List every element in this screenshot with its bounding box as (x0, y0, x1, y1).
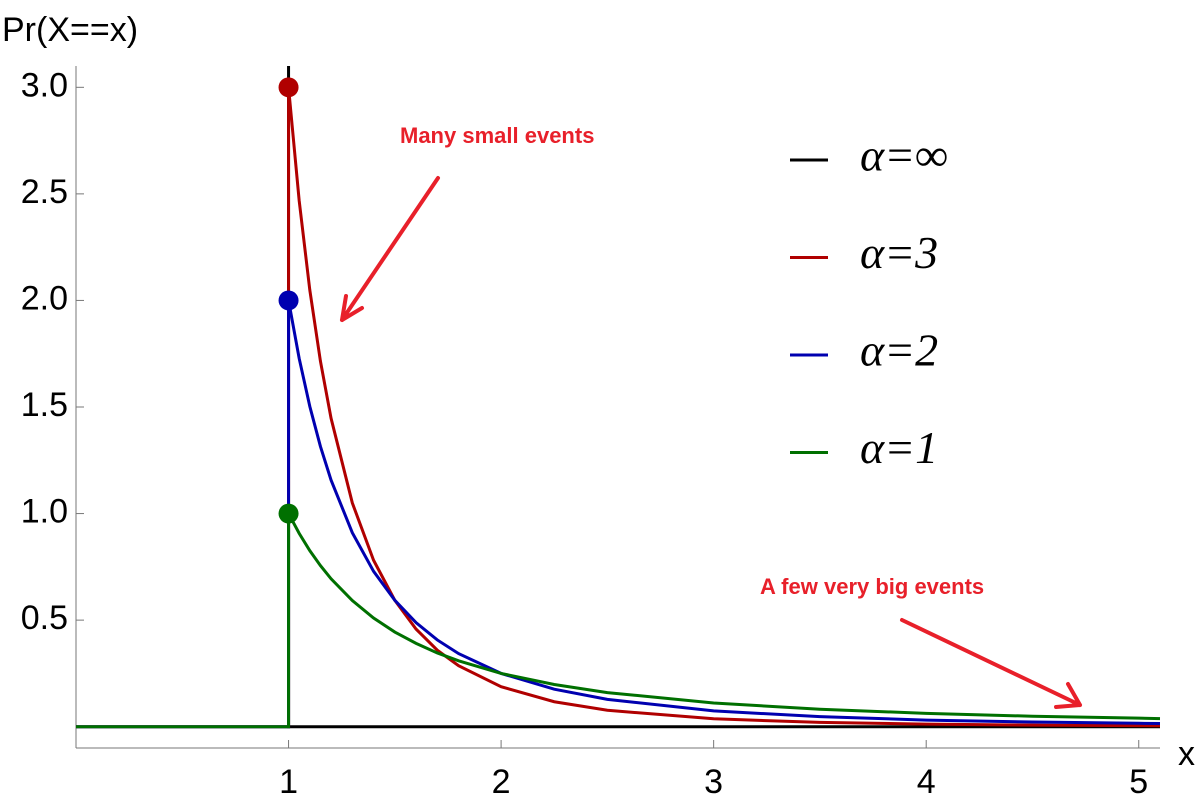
x-axis-label: x (1178, 735, 1195, 773)
arrow (900, 618, 1082, 709)
x-tick-label: 5 (1129, 763, 1148, 801)
annotation-arrows (340, 176, 1082, 709)
legend-label: α=3 (860, 227, 938, 278)
legend-label: α=1 (860, 422, 938, 473)
annotation: Many small events (400, 123, 594, 148)
series-line (76, 87, 1161, 729)
y-axis-label: Pr(X==x) (2, 11, 138, 49)
y-tick-label: 3.0 (21, 66, 68, 104)
y-tick-label: 1.0 (21, 493, 68, 531)
y-tick-label: 1.5 (21, 386, 68, 424)
series-line (76, 512, 1161, 729)
legend-label: α=∞ (860, 130, 948, 181)
start-point (278, 77, 299, 98)
x-tick-label: 3 (704, 763, 723, 801)
annotation: A few very big events (760, 574, 984, 599)
x-tick-label: 1 (279, 763, 298, 801)
series-line (287, 66, 1160, 729)
y-tick-label: 2.0 (21, 279, 68, 317)
x-tick-label: 2 (492, 763, 511, 801)
legend-label: α=2 (860, 325, 938, 376)
arrow (340, 176, 440, 322)
y-tick-label: 0.5 (21, 599, 68, 637)
start-point (278, 503, 299, 524)
start-point (278, 290, 299, 311)
series-line (76, 300, 1161, 729)
y-tick-label: 2.5 (21, 173, 68, 211)
x-tick-label: 4 (917, 763, 936, 801)
